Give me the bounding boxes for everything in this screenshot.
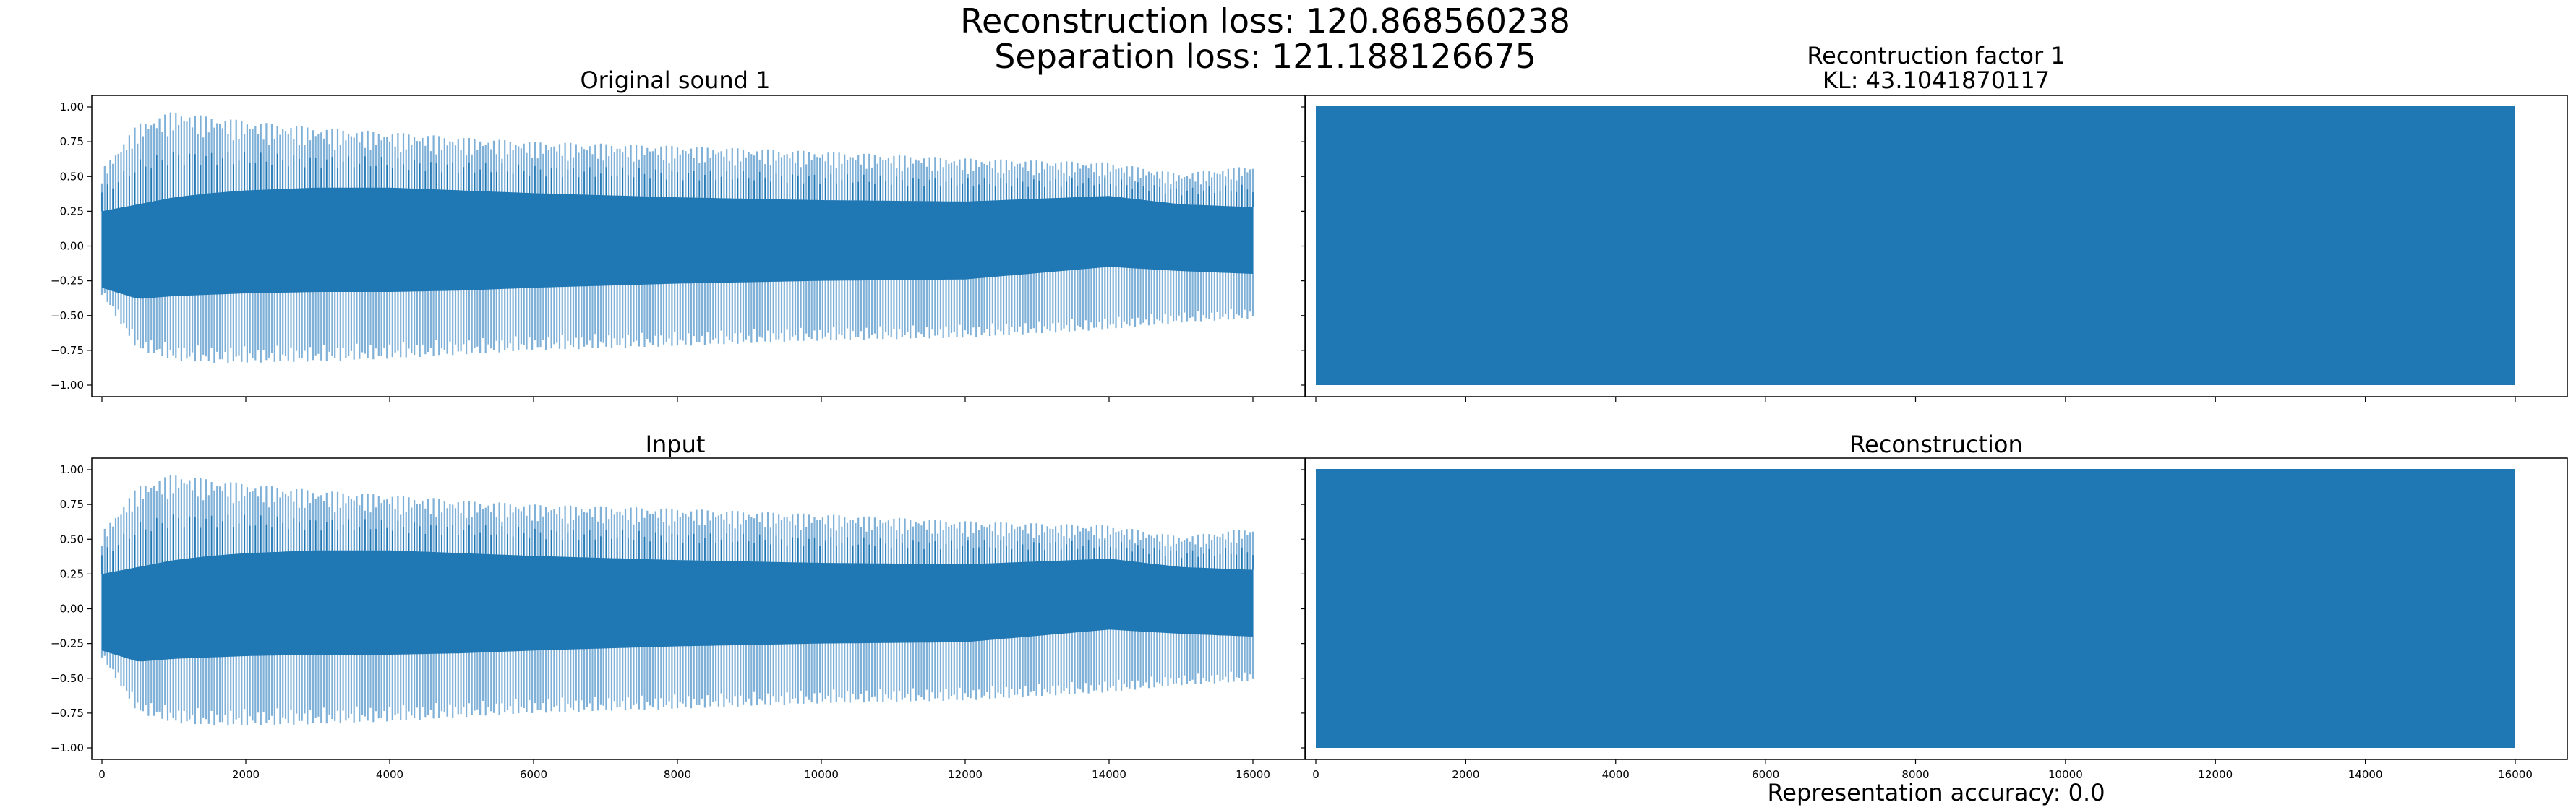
series-noise-fill bbox=[1316, 470, 2515, 748]
x-tick-label: 4000 bbox=[376, 768, 403, 781]
x-tick-label: 14000 bbox=[2348, 768, 2383, 781]
y-tick-label: −0.50 bbox=[51, 672, 84, 685]
x-tick-label: 2000 bbox=[232, 768, 260, 781]
series-waveform-core bbox=[102, 187, 1253, 299]
y-tick-label: 1.00 bbox=[60, 463, 84, 476]
y-tick-label: −0.25 bbox=[51, 637, 84, 650]
x-tick-label: 4000 bbox=[1602, 768, 1630, 781]
x-tick-label: 12000 bbox=[2198, 768, 2233, 781]
panel-title: Reconstruction bbox=[1849, 431, 2022, 458]
x-tick-label: 14000 bbox=[1092, 768, 1126, 781]
panel-input: Input −1.00 −0.75 −0.50 −0.25 0.00 0.25 0.50 0.… bbox=[51, 431, 1306, 781]
y-tick-label: 0.50 bbox=[60, 170, 84, 183]
y-tick-label: −0.50 bbox=[51, 309, 84, 322]
series-waveform-core bbox=[102, 550, 1253, 662]
y-tick-label: 1.00 bbox=[60, 100, 84, 113]
y-tick-label: 0.75 bbox=[60, 135, 84, 148]
y-tick-label: 0.25 bbox=[60, 204, 84, 217]
panel-original-sound: Original sound 1 −1.00 −0.75 −0.50 −0.25 0.0… bbox=[51, 66, 1306, 402]
x-tick-label: 0 bbox=[98, 768, 106, 781]
y-tick-label: −0.75 bbox=[51, 344, 84, 357]
y-tick-label: −0.75 bbox=[51, 707, 84, 720]
y-tick-label: 0.50 bbox=[60, 533, 84, 546]
representation-accuracy-label: Representation accuracy: 0.0 bbox=[1767, 779, 2105, 806]
panel-reconstruction: Reconstruction 0 2000 4000 6000 8000 10000 120… bbox=[1301, 431, 2568, 781]
x-tick-label: 16000 bbox=[2498, 768, 2533, 781]
x-tick-label: 6000 bbox=[520, 768, 547, 781]
series-waveform-detail bbox=[101, 514, 1254, 574]
x-tick-label: 10000 bbox=[804, 768, 839, 781]
y-tick-label: −1.00 bbox=[51, 379, 84, 392]
y-tick-label: 0.00 bbox=[60, 603, 84, 616]
panel-reconstruction-factor: Recontruction factor 1 KL: 43.1041870117 bbox=[1301, 42, 2568, 402]
suptitle-line-2: Separation loss: 121.188126675 bbox=[994, 37, 1536, 76]
x-tick-label: 8000 bbox=[664, 768, 691, 781]
panel-title: Input bbox=[646, 431, 706, 458]
y-tick-label: 0.25 bbox=[60, 567, 84, 580]
x-tick-label: 6000 bbox=[1752, 768, 1779, 781]
x-tick-label: 12000 bbox=[948, 768, 983, 781]
x-tick-label: 8000 bbox=[1901, 768, 1929, 781]
panel-subtitle-kl: KL: 43.1041870117 bbox=[1823, 66, 2050, 94]
y-tick-label: −1.00 bbox=[51, 741, 84, 754]
series-waveform-detail bbox=[101, 152, 1254, 212]
panel-title: Recontruction factor 1 bbox=[1807, 42, 2065, 69]
x-tick-label: 0 bbox=[1312, 768, 1319, 781]
x-tick-label: 16000 bbox=[1236, 768, 1270, 781]
y-tick-label: 0.75 bbox=[60, 498, 84, 511]
y-tick-label: −0.25 bbox=[51, 275, 84, 288]
y-tick-label: 0.00 bbox=[60, 240, 84, 253]
series-noise-fill bbox=[1316, 107, 2515, 385]
suptitle-line-1: Reconstruction loss: 120.868560238 bbox=[960, 1, 1570, 40]
x-tick-label: 2000 bbox=[1452, 768, 1479, 781]
panel-title: Original sound 1 bbox=[580, 66, 770, 94]
x-tick-label: 10000 bbox=[2048, 768, 2083, 781]
